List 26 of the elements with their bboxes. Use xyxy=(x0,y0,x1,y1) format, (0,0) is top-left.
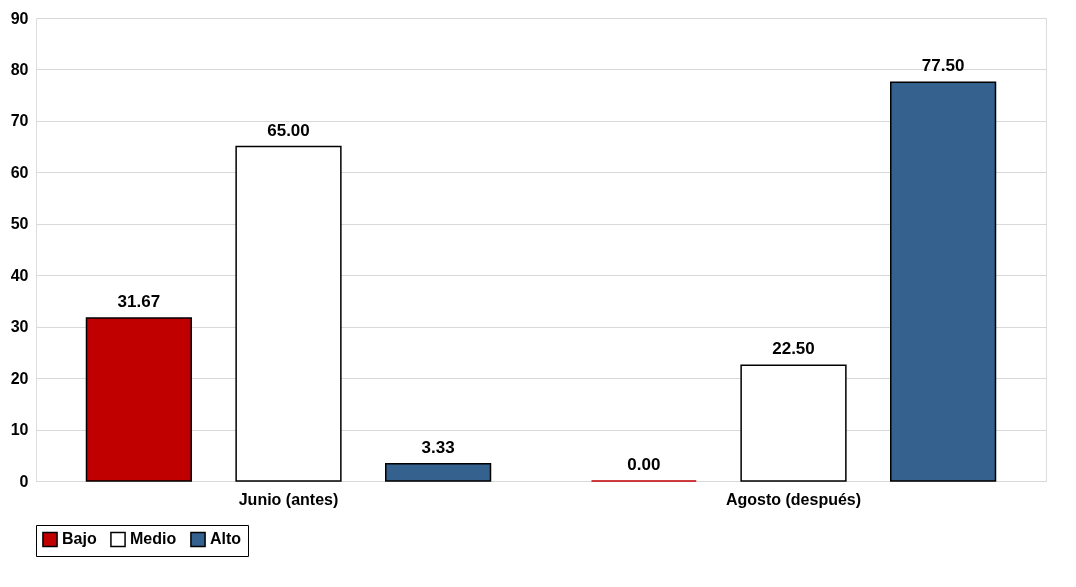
legend-label: Alto xyxy=(210,530,242,548)
x-tick-label: Junio (antes) xyxy=(238,490,339,508)
bar xyxy=(890,81,997,482)
x-tick-label: Agosto (después) xyxy=(725,490,862,508)
bar xyxy=(85,317,192,482)
y-tick-label: 80 xyxy=(10,60,29,78)
y-tick-label: 90 xyxy=(10,9,29,27)
data-label: 77.50 xyxy=(921,56,965,76)
y-tick-label: 50 xyxy=(10,215,29,233)
y-tick-label: 60 xyxy=(10,163,29,181)
data-label: 65.00 xyxy=(267,120,310,140)
y-tick-label: 20 xyxy=(10,369,29,387)
legend-label: Medio xyxy=(130,530,177,548)
data-label: 31.67 xyxy=(117,292,161,312)
y-tick-label: 30 xyxy=(10,318,29,336)
data-label: 0.00 xyxy=(627,455,661,474)
bar xyxy=(235,145,342,482)
y-tick-label: 70 xyxy=(10,112,29,130)
data-label: 22.50 xyxy=(772,339,815,359)
data-label: 3.33 xyxy=(421,437,455,457)
y-tick-label: 40 xyxy=(10,266,29,284)
bar xyxy=(740,364,847,482)
legend-label: Bajo xyxy=(62,530,97,548)
bar xyxy=(385,463,492,482)
y-tick-label: 0 xyxy=(19,472,29,490)
y-tick-label: 10 xyxy=(10,421,29,439)
